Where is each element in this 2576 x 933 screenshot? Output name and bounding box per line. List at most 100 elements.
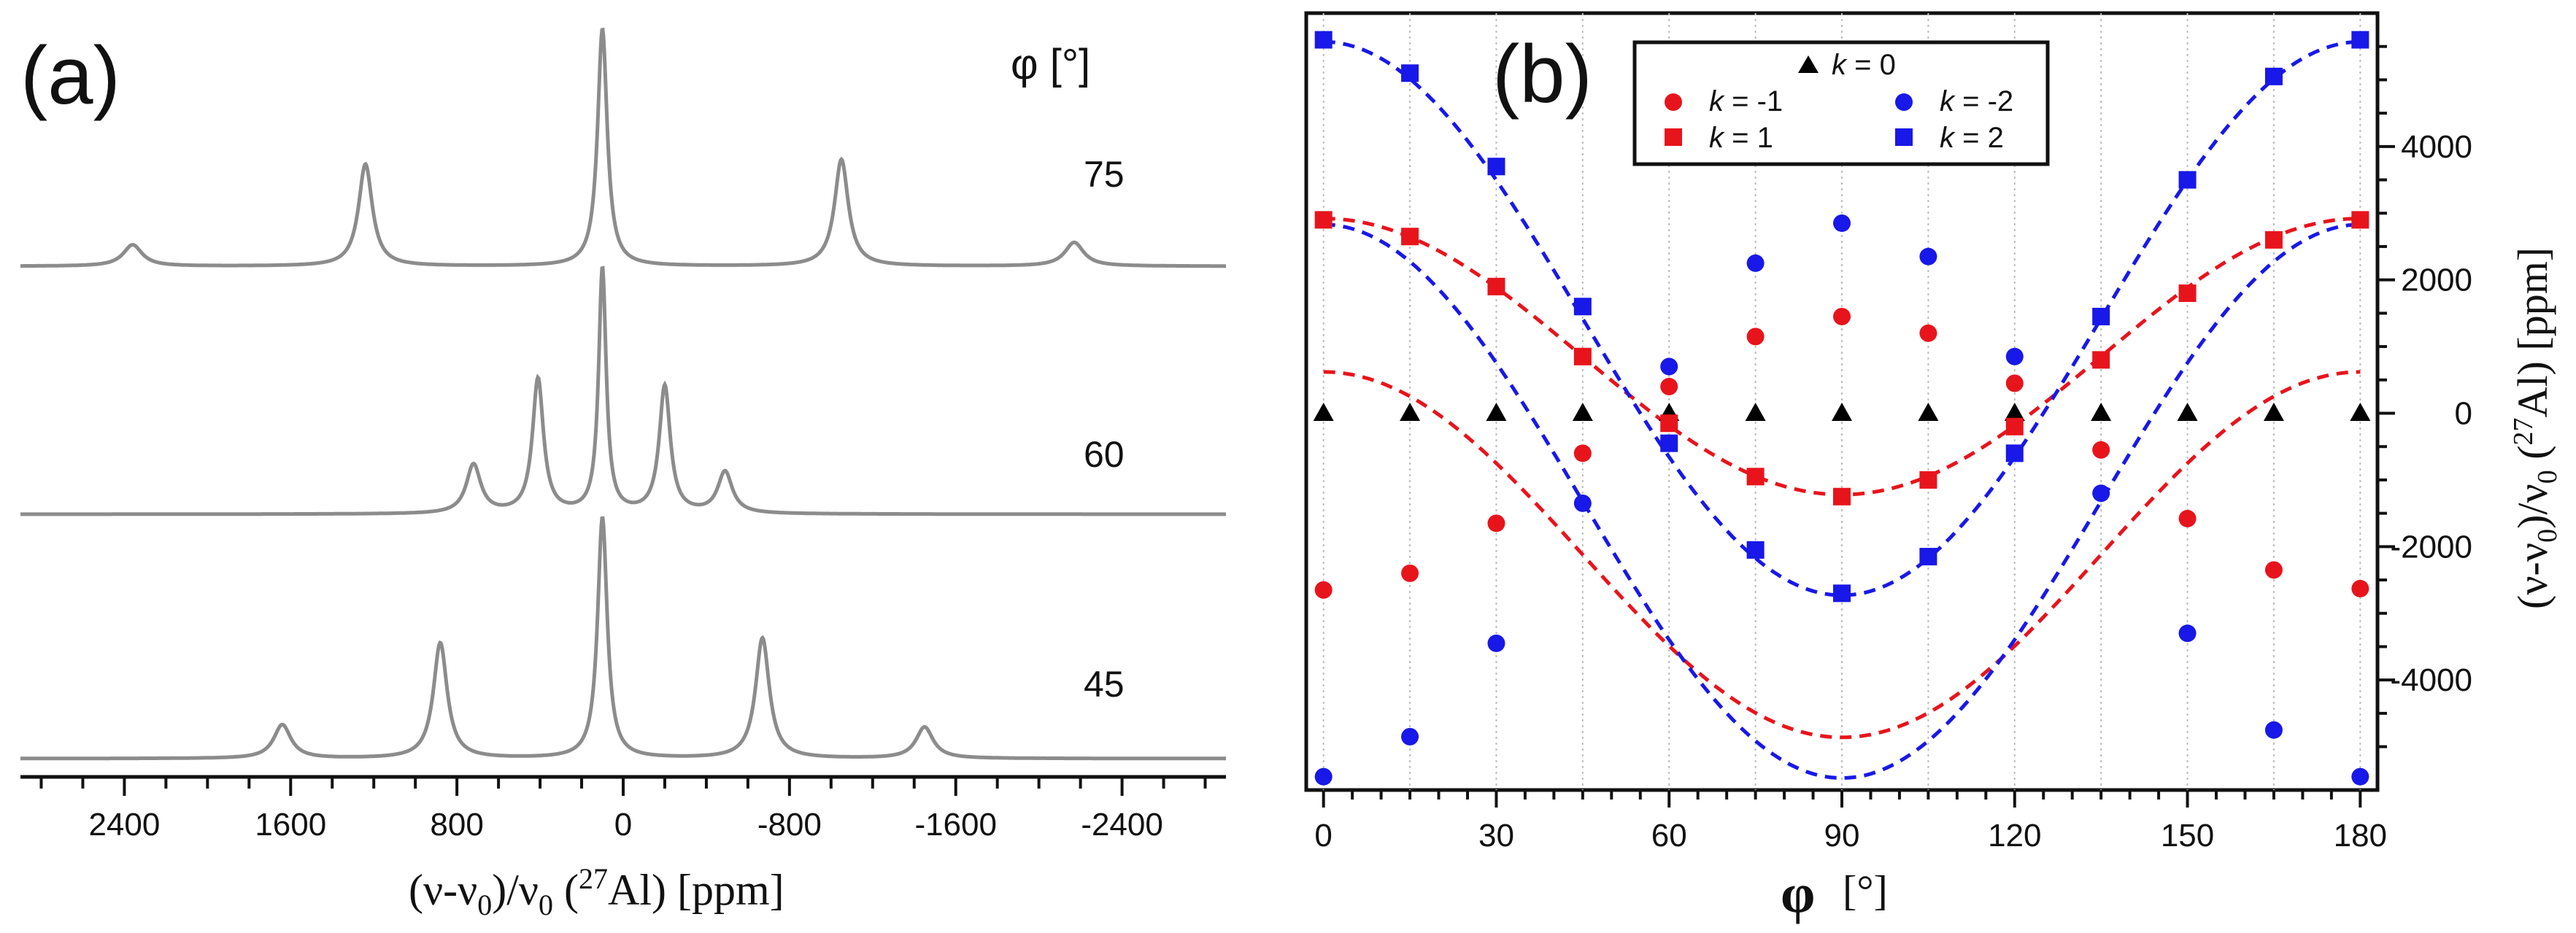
data-point-triangle	[1486, 403, 1507, 422]
legend-item-km2: k = -2	[1895, 85, 2013, 117]
data-point-triangle	[1745, 403, 1766, 422]
y-tick-label: -2000	[2390, 529, 2472, 565]
panel-a-x-ticks: 2400 1600 800 0 -800 -1600 -2400	[39, 777, 1207, 843]
data-point-circle	[1487, 634, 1505, 652]
x-tick-label: 2400	[88, 807, 160, 843]
svg-text:k = 1: k = 1	[1709, 122, 1773, 154]
x-tick-label: 1600	[255, 807, 326, 843]
x-tick-label: 150	[2161, 818, 2214, 853]
legend: k = 0 k = -1 k = -2 k = 1 k = 2	[1632, 40, 2050, 166]
x-tick-label: 90	[1824, 818, 1860, 853]
data-point-square	[2005, 444, 2024, 462]
x-tick-label: 0	[614, 807, 632, 843]
data-point-circle	[1401, 727, 1419, 746]
x-tick-label: -800	[757, 807, 822, 843]
data-point-circle	[2178, 509, 2197, 527]
panel-b-x-label: φ [°]	[1781, 863, 1888, 924]
data-point-circle	[1314, 767, 1333, 786]
x-tick-label: -2400	[1081, 807, 1163, 843]
spectrum-trace-60	[20, 266, 1226, 516]
data-point-circle	[2092, 484, 2110, 503]
legend-marker-circle-red	[1665, 93, 1682, 111]
spectrum-trace-45	[20, 516, 1226, 761]
svg-text:k = -2: k = -2	[1940, 85, 2013, 117]
data-point-triangle	[2091, 403, 2112, 422]
y-tick-label: 2000	[2401, 263, 2472, 298]
data-point-square	[1919, 471, 1937, 489]
legend-item-km1: k = -1	[1665, 85, 1783, 117]
panel-b-data-points	[1313, 31, 2371, 786]
data-point-triangle	[2177, 403, 2198, 422]
data-point-square	[2178, 284, 2197, 302]
data-point-triangle	[2263, 403, 2284, 422]
legend-marker-square-blue	[1895, 128, 1913, 146]
x-tick-label: 30	[1478, 818, 1514, 853]
svg-text:k = -1: k = -1	[1709, 85, 1783, 117]
data-point-square	[1314, 31, 1333, 49]
data-point-circle	[1660, 357, 1678, 376]
data-point-square	[1660, 414, 1678, 433]
data-point-square	[1746, 541, 1765, 559]
y-tick-label: 0	[2455, 395, 2472, 431]
data-point-square	[1660, 434, 1678, 452]
data-point-square	[1573, 298, 1592, 316]
data-point-triangle	[1918, 403, 1939, 422]
data-point-square	[2351, 211, 2369, 229]
data-point-square	[1487, 277, 1505, 295]
data-point-circle	[1833, 214, 1851, 232]
data-point-square	[2264, 67, 2283, 85]
data-point-circle	[1746, 254, 1765, 272]
panel-b-label: (b)	[1492, 28, 1592, 120]
data-point-square	[1314, 211, 1333, 229]
data-point-square	[2092, 307, 2110, 325]
trace-label-45: 45	[1084, 664, 1125, 705]
data-point-circle	[2005, 374, 2024, 392]
data-point-circle	[1401, 564, 1419, 582]
data-point-square	[2351, 31, 2369, 49]
legend-box	[1632, 40, 2050, 166]
trace-labels: 75 60 45	[1084, 154, 1125, 705]
data-point-square	[1833, 584, 1851, 603]
panel-a-label: (a)	[20, 30, 120, 121]
spectra-traces	[20, 27, 1226, 761]
data-point-square	[1487, 158, 1505, 176]
data-point-triangle	[1832, 403, 1852, 422]
data-point-square	[2092, 351, 2110, 369]
data-point-square	[2178, 171, 2197, 189]
data-point-circle	[1573, 494, 1592, 512]
phi-header: φ [°]	[1011, 41, 1090, 88]
x-tick-label: 60	[1651, 818, 1687, 853]
svg-text:φ: φ	[1781, 863, 1815, 924]
data-point-square	[2264, 231, 2283, 249]
data-point-triangle	[1400, 403, 1421, 422]
data-point-triangle	[1313, 403, 1334, 422]
data-point-circle	[1746, 328, 1765, 346]
data-point-square	[2005, 417, 2024, 435]
legend-item-kp1: k = 1	[1665, 122, 1773, 154]
data-point-circle	[2092, 441, 2110, 459]
panel-b-scatter: 0 30 60 90 120 150 180 4000 2000 0 -2000 -4000 (b)…	[1304, 11, 2563, 924]
data-point-circle	[1833, 307, 1851, 325]
x-tick-label: 800	[430, 807, 483, 843]
data-point-square	[1833, 487, 1851, 506]
spectrum-trace-75	[20, 27, 1226, 268]
data-point-triangle	[2004, 403, 2025, 422]
y-tick-label: -4000	[2390, 662, 2472, 698]
data-point-circle	[1660, 377, 1678, 395]
panel-b-x-ticks: 0 30 60 90 120 150 180	[1314, 790, 2387, 853]
panel-b-y-label: (ν-ν0)/ν0 (27Al) [ppm]	[2508, 247, 2563, 609]
data-point-circle	[2005, 347, 2024, 365]
trace-label-60: 60	[1084, 434, 1125, 475]
data-point-circle	[2264, 561, 2283, 579]
data-point-circle	[1487, 514, 1505, 533]
x-tick-label: 0	[1314, 818, 1332, 853]
y-tick-label: 4000	[2401, 129, 2472, 165]
panel-b-y-ticks: 4000 2000 0 -2000 -4000	[2378, 44, 2472, 748]
trace-label-75: 75	[1084, 154, 1125, 195]
x-tick-label: 180	[2334, 818, 2387, 853]
data-point-square	[1573, 347, 1592, 365]
data-point-square	[1919, 548, 1937, 566]
data-point-circle	[2351, 579, 2369, 597]
panel-a-x-axis: 2400 1600 800 0 -800 -1600 -2400	[20, 775, 1226, 843]
